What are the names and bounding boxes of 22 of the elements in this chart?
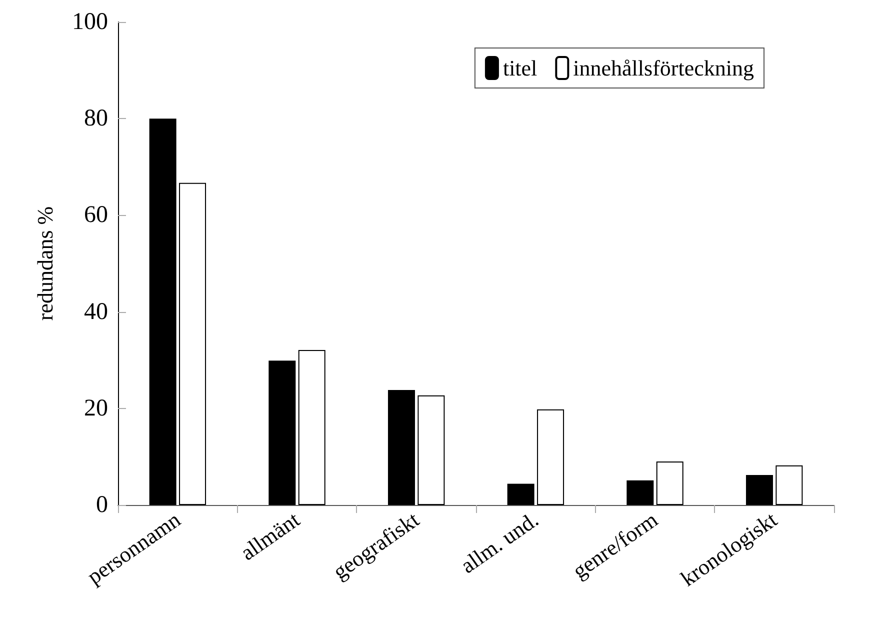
legend-label: innehållsförteckning <box>573 56 754 80</box>
y-tick-label: 40 <box>84 298 108 325</box>
bar <box>418 395 445 505</box>
bar <box>268 360 296 505</box>
bar <box>656 462 684 505</box>
bar <box>537 409 564 505</box>
y-axis-title: redundans % <box>32 206 58 321</box>
bar <box>776 465 803 505</box>
y-tick-label: 20 <box>84 395 108 422</box>
bar <box>388 390 415 505</box>
y-tick-label: 0 <box>96 492 108 518</box>
bar <box>746 475 773 505</box>
y-tick-label: 60 <box>84 202 108 228</box>
x-tick-label: allm. und. <box>456 506 543 578</box>
bar <box>298 350 326 505</box>
bar <box>626 480 654 505</box>
bar <box>149 118 176 505</box>
bar <box>179 182 206 505</box>
y-tick-label: 100 <box>72 9 108 35</box>
y-tick-label: 80 <box>84 106 108 132</box>
legend-label: titel <box>502 56 538 80</box>
bar <box>507 484 534 505</box>
